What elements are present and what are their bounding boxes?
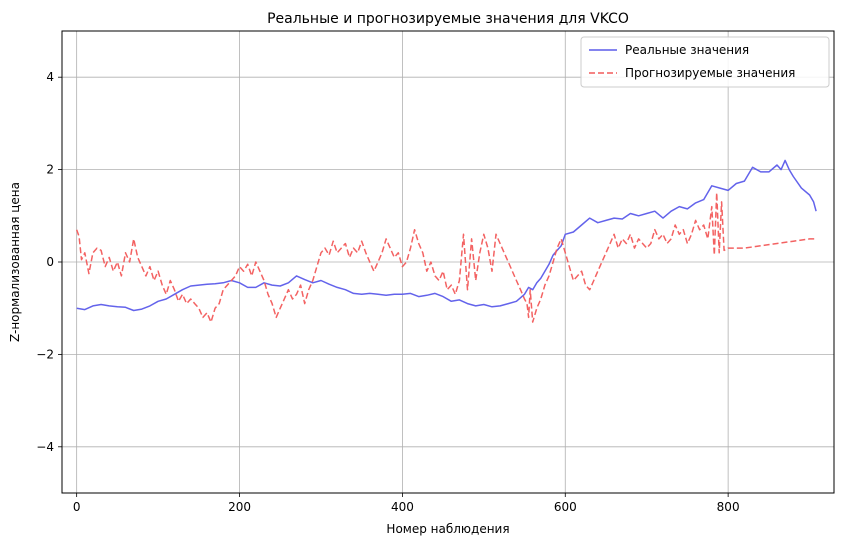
y-tick-label: −2 (36, 347, 54, 361)
x-tick-label: 0 (73, 500, 81, 514)
legend-label-real: Реальные значения (625, 43, 749, 57)
x-tick-label: 200 (228, 500, 251, 514)
y-axis-label: Z-нормализованная цена (8, 182, 22, 342)
y-tick-label: 2 (46, 163, 54, 177)
y-tick-label: 4 (46, 70, 54, 84)
series-line-real (76, 159, 817, 312)
x-tick-label: 800 (717, 500, 740, 514)
x-axis-label: Номер наблюдения (386, 522, 509, 536)
legend-box (580, 36, 830, 88)
y-tick-label: 0 (46, 255, 54, 269)
y-tick-label: −4 (36, 440, 54, 454)
chart-title: Реальные и прогнозируемые значения для V… (267, 11, 629, 27)
plot-frame (61, 30, 835, 494)
legend-label-predicted: Прогнозируемые значения (625, 66, 795, 80)
x-tick-label: 400 (391, 500, 414, 514)
series-layer (75, 159, 817, 323)
x-tick-label: 600 (554, 500, 577, 514)
axis-ticks: 0 200 400 600 800 −4 −2 0 2 4 (36, 70, 739, 514)
series-line-predicted (75, 191, 817, 323)
legend: Реальные значения Прогнозируемые значени… (580, 36, 830, 88)
